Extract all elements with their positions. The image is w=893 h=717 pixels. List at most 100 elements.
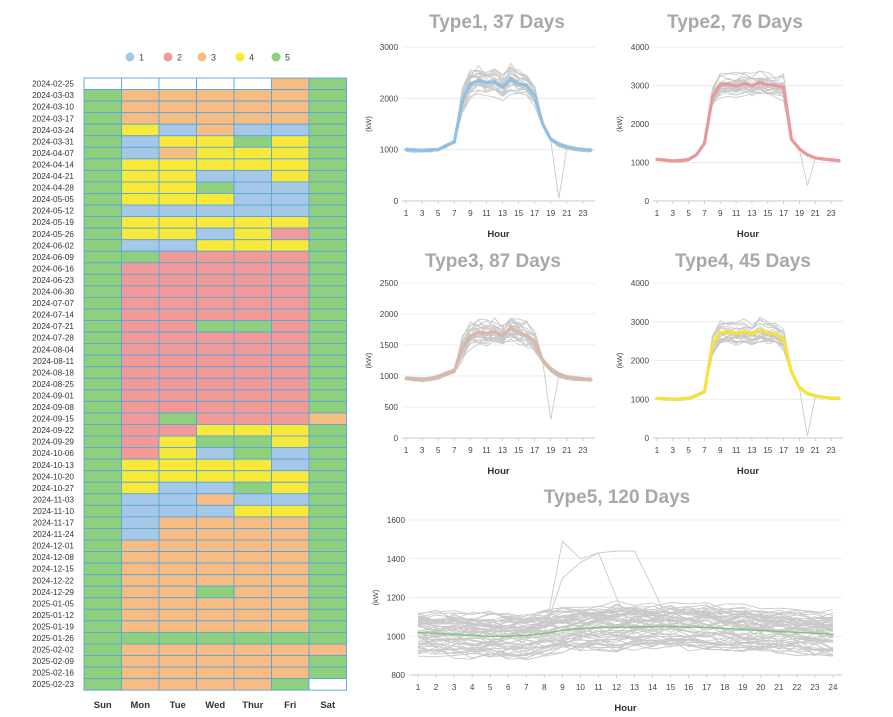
heatmap-cell [308, 123, 347, 137]
mean-profile-point [741, 628, 744, 631]
heatmap-cell [271, 458, 310, 472]
heatmap-cell [271, 516, 310, 529]
daily-profile-line [656, 87, 840, 163]
heatmap-cell [121, 400, 160, 414]
heatmap-cell [158, 620, 197, 633]
x-tick-label: 17 [779, 209, 789, 218]
mean-profile-point [581, 148, 585, 152]
y-tick-label: 4000 [631, 43, 650, 52]
week-label: 2024-09-01 [32, 391, 74, 400]
mean-profile-point [789, 137, 794, 141]
daily-profile-line [417, 630, 834, 651]
heatmap-cell [83, 574, 122, 587]
x-tick-label: 18 [720, 683, 730, 692]
daily-profile-line [656, 82, 840, 163]
daily-profile-line [656, 86, 840, 163]
week-label: 2024-10-20 [32, 472, 74, 481]
heatmap-cell [83, 412, 122, 425]
heatmap-cell [308, 539, 347, 553]
heatmap-cell [158, 135, 197, 148]
mean-profile-point [655, 396, 659, 401]
legend-swatch-2 [163, 52, 173, 62]
x-tick-label: 7 [702, 209, 707, 218]
x-tick-label: 24 [828, 683, 838, 692]
heatmap-cell [271, 239, 310, 252]
heatmap-cell [83, 597, 122, 610]
heatmap-cell [121, 193, 160, 206]
heatmap-cell [121, 239, 160, 252]
mean-profile-point [829, 158, 833, 162]
heatmap-cell [308, 608, 347, 622]
day-label-sun: Sun [94, 700, 112, 711]
week-label: 2024-11-03 [33, 495, 75, 504]
x-tick-label: 7 [702, 446, 707, 455]
week-label: 2025-01-05 [32, 599, 74, 608]
heatmap-cell [196, 585, 235, 599]
heatmap-cell [308, 273, 347, 287]
mean-profile-point [814, 632, 816, 635]
mean-profile-point [718, 83, 722, 87]
heatmap-cell [83, 158, 122, 171]
heatmap-cell [158, 366, 197, 379]
mean-profile-point [428, 148, 432, 152]
heatmap-cell [196, 620, 235, 633]
x-tick-label: 13 [630, 683, 640, 692]
heatmap-cell [308, 574, 347, 587]
mean-profile-point [460, 99, 464, 103]
heatmap-cell [158, 146, 197, 160]
heatmap-cell [83, 551, 122, 564]
x-axis-label: Hour [737, 229, 759, 240]
x-tick-label: 21 [811, 446, 821, 455]
y-tick-label: 3000 [631, 318, 650, 327]
heatmap-cell [196, 377, 235, 391]
mean-profile-point [492, 79, 497, 83]
heatmap-cell [83, 308, 122, 322]
week-label: 2024-08-11 [33, 357, 75, 366]
heatmap-cell [196, 447, 235, 460]
x-tick-label: 6 [506, 683, 511, 692]
heatmap-cell [308, 158, 347, 171]
heatmap-cell [308, 204, 347, 218]
heatmap-cell [308, 551, 347, 564]
mean-profile-point [615, 626, 618, 629]
week-label: 2024-09-08 [32, 403, 74, 412]
heatmap-cell [308, 424, 347, 437]
heatmap-cell [158, 181, 197, 194]
x-tick-label: 5 [488, 683, 493, 692]
x-tick-label: 23 [827, 446, 837, 455]
heatmap-cell [233, 158, 272, 171]
mean-profile-point [782, 337, 786, 341]
heatmap-cell [271, 343, 310, 356]
daily-profile-line [656, 88, 840, 163]
week-label: 2024-04-28 [32, 184, 74, 193]
mean-profile-point [782, 85, 786, 90]
mean-profile-point [797, 147, 802, 151]
heatmap-cell [121, 608, 160, 622]
x-tick-label: 17 [530, 209, 540, 218]
mean-profile-point [663, 158, 667, 162]
mean-profile-point [460, 346, 464, 350]
daily-profile-line [417, 617, 834, 637]
mean-profile-point [589, 148, 593, 152]
heatmap-cell [121, 216, 160, 229]
heatmap-cell [121, 77, 160, 91]
heatmap-cell [121, 100, 160, 114]
heatmap-cell [233, 597, 272, 610]
heatmap-cell [233, 435, 272, 449]
heatmap-cell [271, 123, 310, 137]
heatmap-cell [233, 343, 272, 356]
mean-profile-point [813, 394, 817, 398]
mean-profile-point [750, 332, 754, 336]
daily-profile-line [656, 333, 839, 400]
heatmap-cell [158, 227, 197, 241]
daily-profile-line [417, 618, 834, 638]
heatmap-cell [83, 77, 122, 91]
week-label: 2024-05-12 [32, 207, 74, 216]
heatmap-cell [158, 435, 197, 449]
heatmap-cell [233, 123, 272, 137]
heatmap-cell [158, 377, 197, 391]
heatmap-cell [308, 343, 347, 356]
heatmap-cell [83, 89, 122, 102]
heatmap-cell [83, 435, 122, 449]
